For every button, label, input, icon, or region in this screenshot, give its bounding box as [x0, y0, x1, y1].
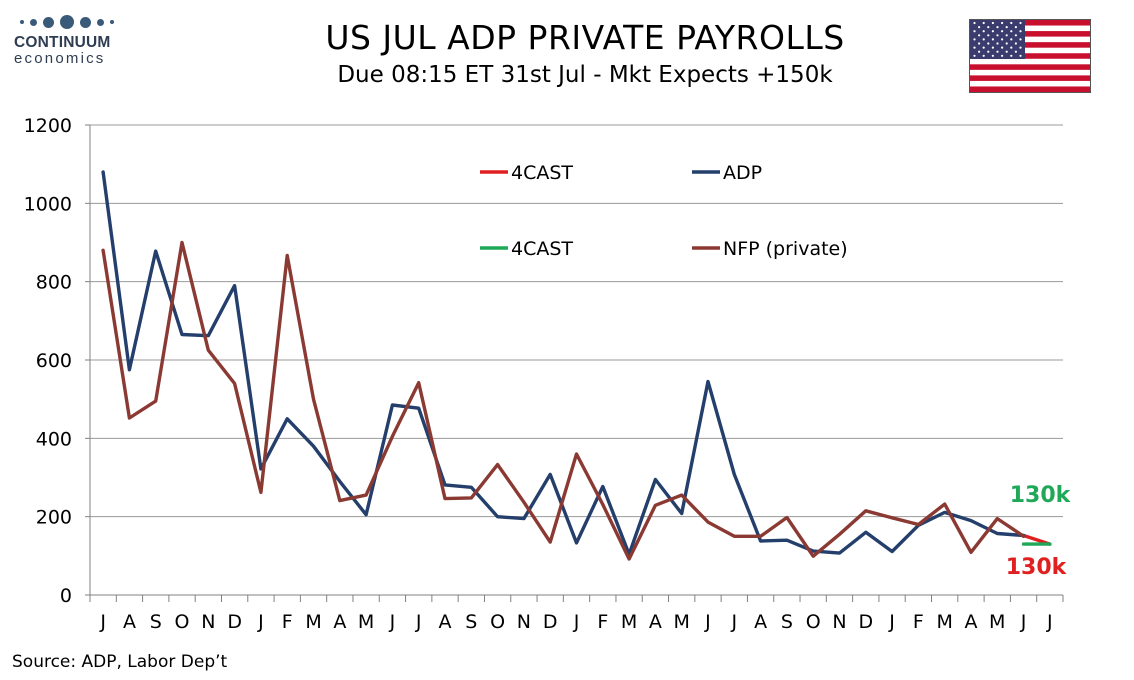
series-lines	[101, 170, 1052, 561]
y-axis: 0 200 400 600 800 1000 1200	[24, 115, 91, 607]
x-tick-label: O	[490, 611, 505, 633]
x-tick-label: M	[673, 611, 689, 633]
chart-subtitle: Due 08:15 ET 31st Jul - Mkt Expects +150…	[337, 62, 833, 88]
x-tick-label: J	[730, 611, 737, 633]
gridlines	[90, 124, 1063, 518]
y-tick-label: 600	[36, 350, 72, 372]
source-note: Source: ADP, Labor Dep’t	[12, 652, 228, 672]
x-tick-label: A	[439, 611, 452, 633]
forecast-annotation: 130k	[1006, 555, 1068, 580]
x-tick-label: M	[936, 611, 952, 633]
legend-label: ADP	[723, 162, 762, 184]
x-tick-label: J	[99, 611, 106, 633]
x-tick-label: D	[227, 611, 242, 633]
continuum-logo: CONTINUUM economics	[14, 14, 134, 67]
x-tick-label: M	[989, 611, 1005, 633]
legend-label: 4CAST	[511, 162, 573, 184]
x-tick-label: J	[1020, 611, 1027, 633]
x-tick-label: A	[123, 611, 136, 633]
y-tick-label: 800	[36, 272, 72, 294]
y-tick-label: 1200	[24, 115, 72, 137]
x-tick-label: M	[305, 611, 321, 633]
x-tick-label: J	[389, 611, 396, 633]
x-tick-label: J	[704, 611, 711, 633]
x-tick-label: M	[621, 611, 637, 633]
legend-label: 4CAST	[511, 238, 573, 260]
us-flag-icon	[969, 19, 1091, 93]
x-tick-label: F	[597, 611, 608, 633]
x-tick-label: J	[888, 611, 895, 633]
x-tick-label: F	[913, 611, 924, 633]
x-tick-label: M	[358, 611, 374, 633]
y-tick-label: 400	[36, 428, 72, 450]
x-tick-label: N	[517, 611, 531, 633]
x-tick-label: S	[465, 611, 477, 633]
x-tick-label: N	[832, 611, 846, 633]
x-tick-label: A	[333, 611, 346, 633]
x-tick-label: D	[858, 611, 873, 633]
logo-name: CONTINUUM	[14, 34, 111, 51]
x-tick-label: J	[573, 611, 580, 633]
y-tick-label: 200	[36, 507, 72, 529]
x-tick-label: D	[543, 611, 558, 633]
logo-dots	[20, 14, 134, 30]
chart-title: US JUL ADP PRIVATE PAYROLLS	[325, 18, 845, 57]
x-tick-label: A	[964, 611, 977, 633]
series-line-0	[101, 170, 1026, 556]
legend: 4CAST ADP 4CAST NFP (private)	[480, 162, 848, 260]
x-tick-label: A	[754, 611, 767, 633]
y-tick-label: 0	[60, 585, 72, 607]
series-line-1	[101, 240, 1026, 561]
logo-subtitle: economics	[14, 50, 106, 67]
forecast-annotation: 130k	[1010, 483, 1072, 508]
legend-label: NFP (private)	[723, 238, 848, 260]
y-tick-label: 1000	[24, 193, 72, 215]
x-tick-label: S	[781, 611, 793, 633]
x-tick-label: N	[201, 611, 215, 633]
x-tick-label: J	[257, 611, 264, 633]
x-tick-label: J	[415, 611, 422, 633]
x-tick-label: O	[175, 611, 190, 633]
x-tick-label: A	[649, 611, 662, 633]
x-tick-label: O	[806, 611, 821, 633]
x-tick-label: S	[150, 611, 162, 633]
x-tick-label: J	[1046, 611, 1053, 633]
annotations: 130k 130k	[1006, 483, 1072, 580]
x-tick-label: F	[282, 611, 293, 633]
